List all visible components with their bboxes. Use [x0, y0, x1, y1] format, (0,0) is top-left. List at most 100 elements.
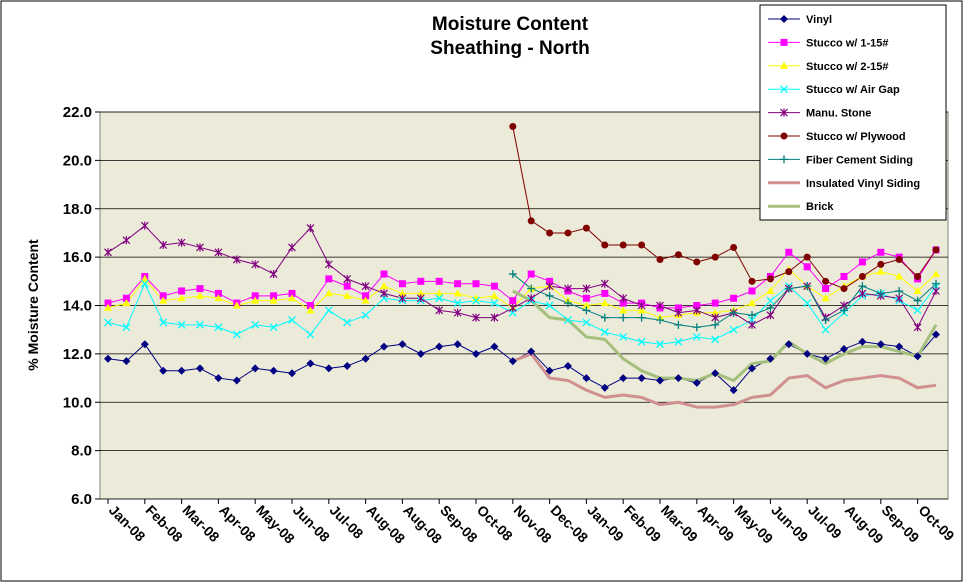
marker [821, 354, 830, 363]
marker [269, 366, 278, 375]
marker [766, 303, 775, 312]
marker [803, 253, 811, 261]
marker [582, 284, 591, 293]
marker [601, 241, 609, 249]
marker [780, 61, 788, 69]
marker [380, 342, 388, 351]
marker [527, 217, 535, 225]
marker [490, 313, 499, 322]
series-line [512, 289, 938, 382]
marker [416, 294, 425, 303]
marker [637, 337, 646, 346]
marker [214, 374, 223, 383]
marker [343, 291, 352, 299]
marker [435, 277, 443, 285]
marker [545, 282, 554, 291]
marker [196, 291, 204, 299]
marker [858, 337, 867, 346]
legend-label: Stucco w/ Air Gap [806, 84, 900, 96]
marker [361, 354, 370, 363]
marker [306, 302, 314, 309]
marker [674, 308, 683, 317]
marker [527, 347, 536, 356]
marker [780, 155, 788, 164]
legend-label: Vinyl [806, 14, 832, 26]
marker [177, 238, 186, 247]
marker [711, 320, 720, 329]
series-line [512, 273, 937, 328]
marker [766, 311, 775, 320]
marker [214, 289, 222, 297]
marker [159, 241, 168, 250]
marker [619, 294, 628, 303]
y-tick-label: 6.0 [71, 491, 92, 508]
marker [122, 357, 131, 366]
marker [251, 296, 260, 304]
marker [780, 85, 788, 94]
marker [711, 313, 720, 322]
marker [490, 282, 498, 290]
legend-label: Stucco w/ 1-15# [806, 37, 889, 49]
marker [527, 294, 536, 303]
marker [214, 294, 223, 302]
y-tick-label: 10.0 [63, 394, 92, 411]
legend-label: Brick [806, 201, 834, 213]
marker [564, 229, 572, 237]
marker [324, 306, 333, 315]
marker [637, 313, 646, 322]
marker [343, 361, 352, 370]
marker [490, 342, 499, 351]
marker [582, 224, 590, 232]
marker [343, 282, 351, 290]
marker [177, 294, 186, 302]
marker [693, 258, 701, 266]
marker [269, 296, 278, 304]
marker [546, 277, 554, 285]
marker [619, 306, 628, 314]
marker [600, 313, 609, 322]
y-tick-label: 18.0 [63, 201, 92, 218]
marker [435, 342, 444, 351]
marker [600, 383, 609, 392]
marker [582, 374, 591, 383]
marker [564, 284, 572, 293]
marker [490, 299, 499, 308]
marker [140, 221, 149, 230]
marker [508, 303, 517, 312]
marker [472, 296, 480, 305]
marker [693, 302, 701, 309]
marker [932, 330, 940, 339]
marker [674, 251, 682, 259]
marker [104, 354, 112, 363]
marker [711, 308, 720, 316]
marker [913, 296, 922, 305]
marker [453, 299, 462, 308]
marker [196, 243, 204, 252]
marker [545, 301, 554, 310]
marker [196, 320, 204, 329]
marker [527, 284, 536, 293]
marker [766, 286, 775, 294]
marker [435, 289, 444, 297]
marker [637, 374, 646, 383]
marker [711, 299, 719, 307]
y-tick-label: 20.0 [63, 152, 92, 169]
marker [361, 296, 370, 304]
marker [122, 236, 131, 245]
marker [435, 306, 444, 315]
marker [361, 311, 370, 320]
marker [435, 294, 444, 303]
marker [932, 279, 940, 288]
marker [343, 274, 352, 283]
marker [780, 108, 788, 117]
marker [140, 340, 149, 349]
marker [582, 318, 591, 327]
marker [748, 277, 756, 285]
marker [785, 248, 793, 256]
marker [619, 299, 627, 307]
marker [858, 272, 866, 280]
marker [232, 255, 241, 264]
marker [821, 294, 830, 302]
marker [729, 325, 738, 334]
marker [785, 268, 793, 276]
